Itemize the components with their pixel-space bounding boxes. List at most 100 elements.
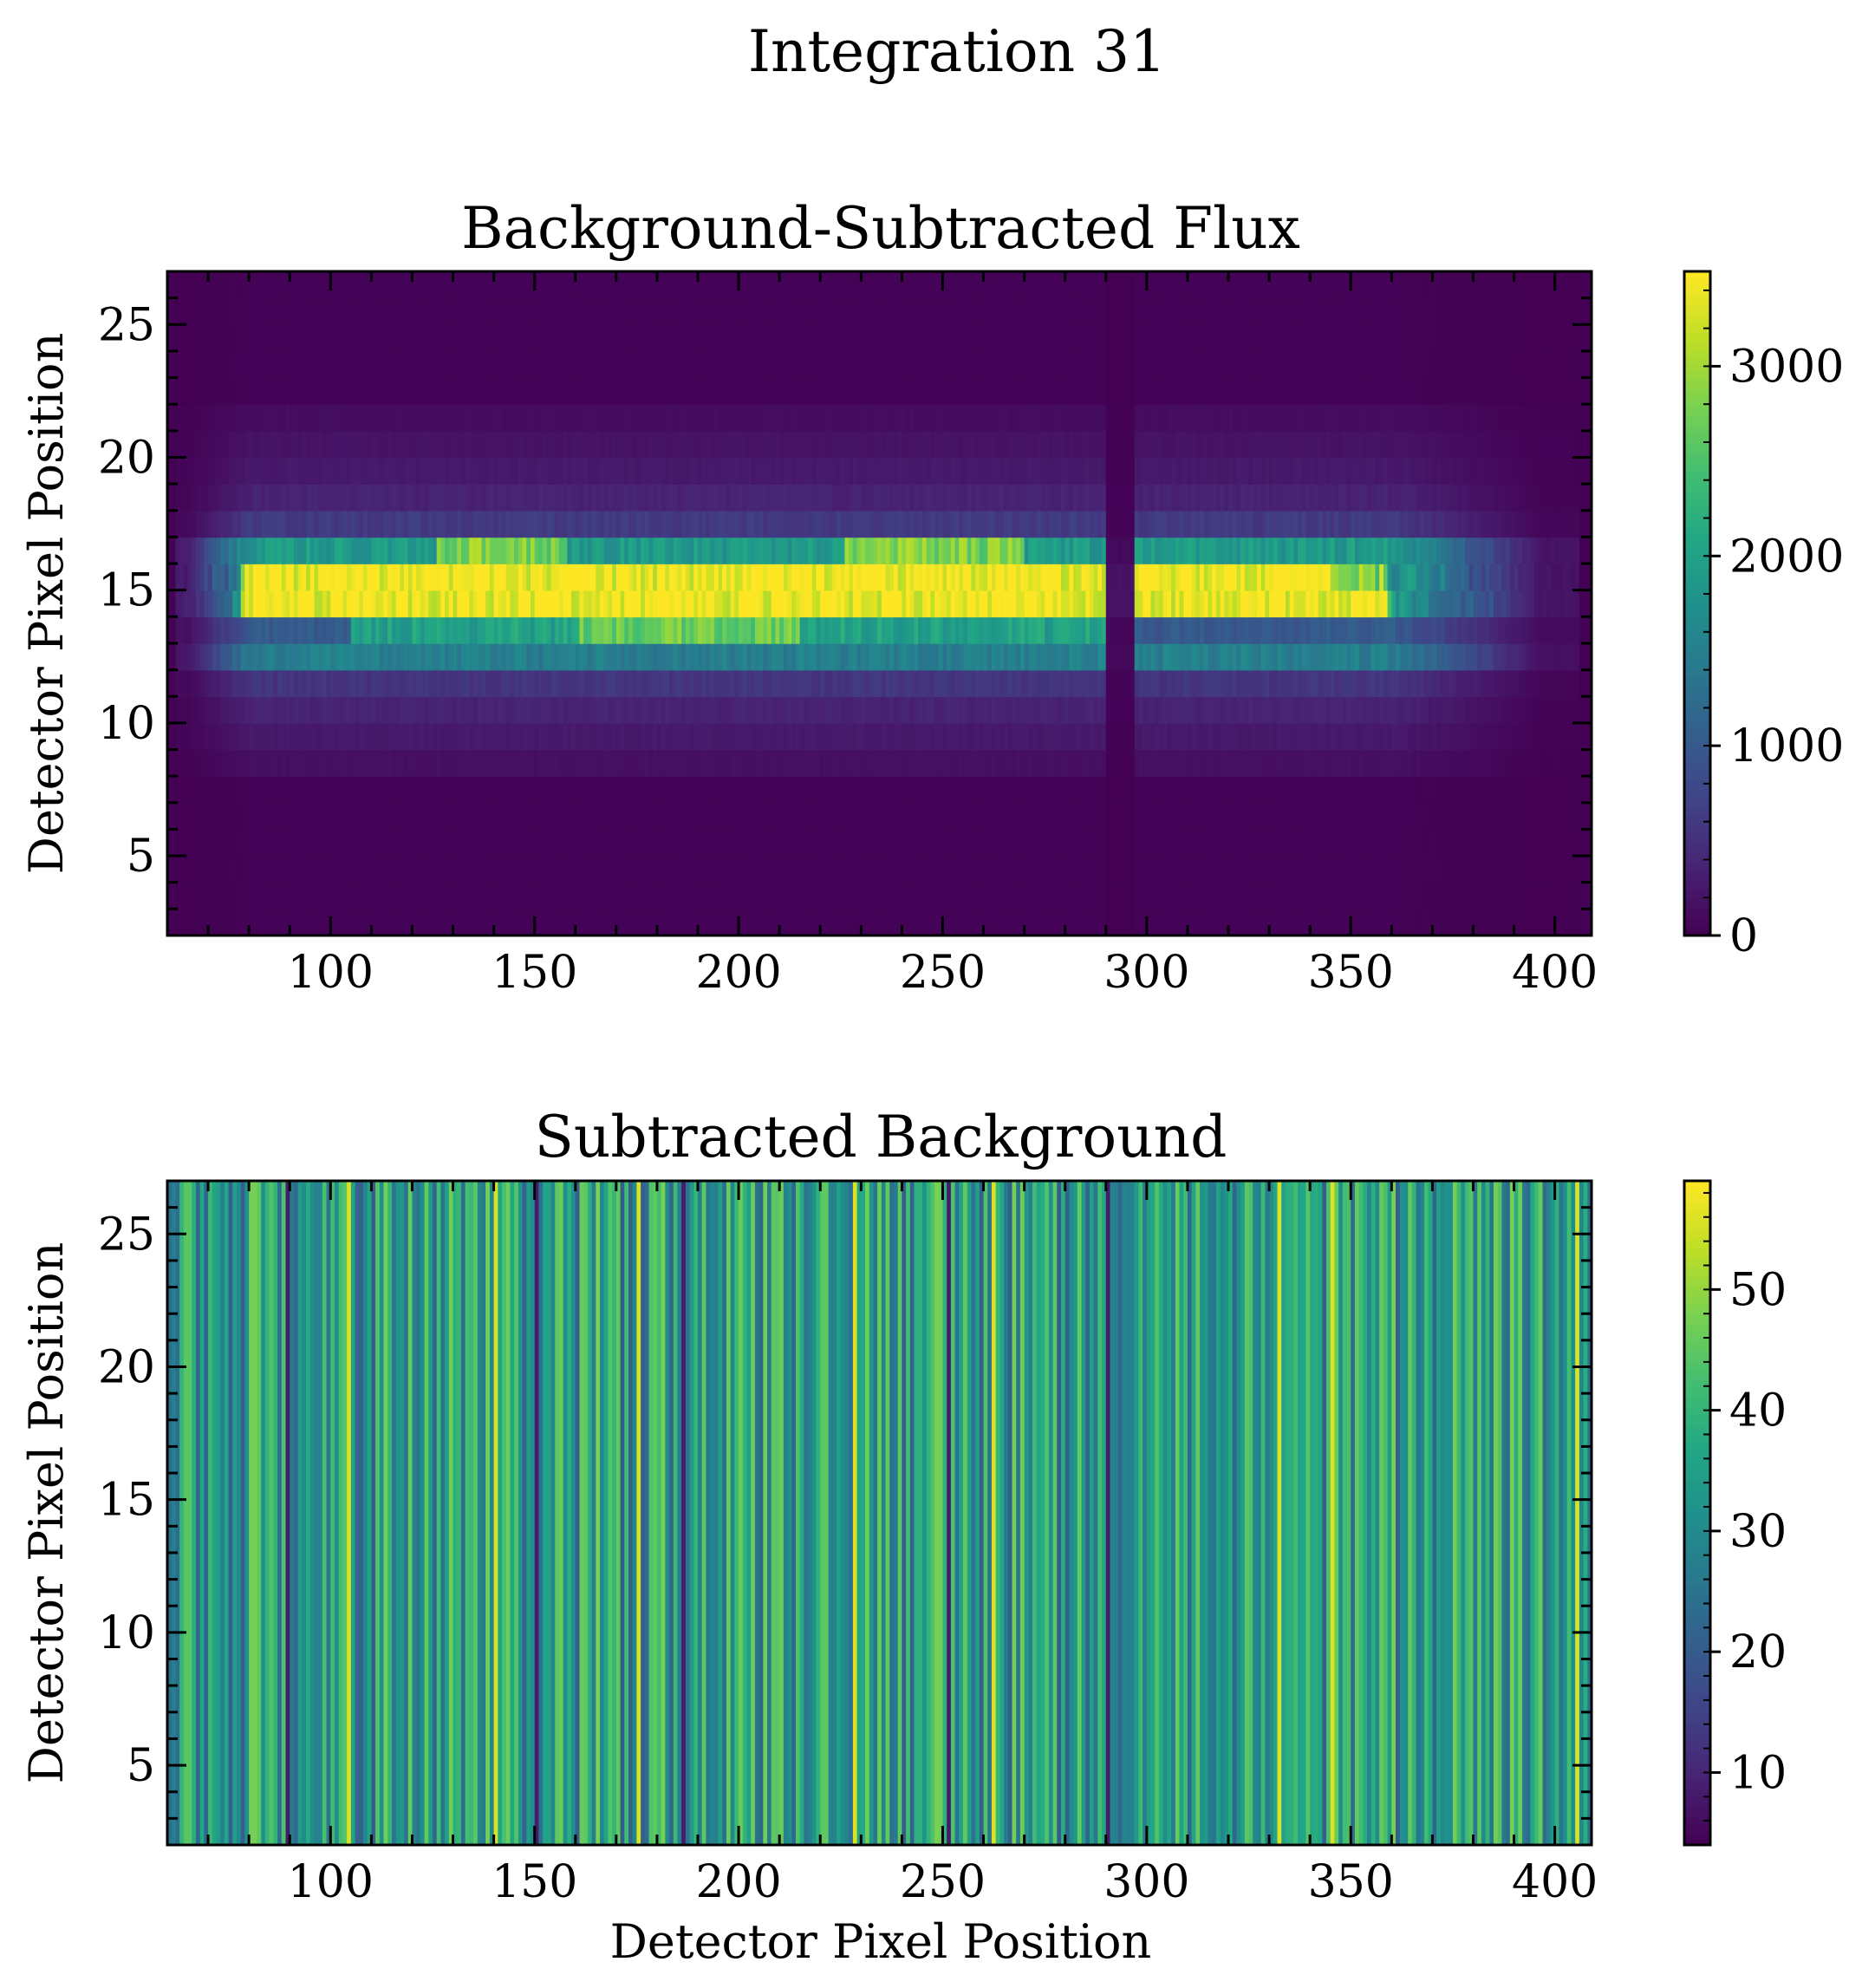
heatmap-cell [824,722,830,751]
heatmap-cell [967,616,973,644]
heatmap-cell [963,669,968,698]
heatmap-cell [783,882,789,910]
heatmap-cell [314,297,319,326]
heatmap-cell [673,749,679,777]
heatmap-cell [587,909,593,936]
heatmap-cell [546,722,552,751]
heatmap-cell [909,696,915,724]
heatmap-cell [510,802,515,831]
heatmap-cell [167,484,173,512]
heatmap-cell [505,324,511,352]
heatmap-cell [465,642,471,671]
heatmap-cell [452,616,459,644]
heatmap-cell [596,802,601,831]
heatmap-cell [612,484,617,512]
heatmap-cell [314,669,319,698]
heatmap-cell [477,297,483,326]
heatmap-cell [661,510,667,538]
heatmap-cell [167,856,173,883]
heatmap-cell [518,271,524,299]
heatmap-cell [277,696,283,724]
heatmap-cell [722,642,727,671]
heatmap-cell [820,776,825,804]
heatmap-cell [746,749,752,777]
heatmap-cell [473,377,479,405]
heatmap-cell [465,510,471,538]
heatmap-cell [583,510,589,538]
heatmap-cell [481,856,487,883]
heatmap-cell [624,430,629,459]
heatmap-cell [930,776,935,804]
heatmap-cell [914,776,920,804]
heatmap-cell [179,564,185,591]
heatmap-cell [739,564,744,591]
heatmap-cell [710,749,715,777]
heatmap-cell [290,350,295,379]
heatmap-cell [526,829,531,857]
heatmap-cell [808,856,813,883]
heatmap-cell [583,430,589,459]
heatmap-cell [306,404,311,432]
heatmap-cell [326,776,332,804]
heatmap-cell [934,909,940,936]
heatmap-cell [175,722,180,751]
heatmap-cell [963,484,968,512]
heatmap-cell [481,271,487,299]
heatmap-cell [387,271,393,299]
heatmap-cell [269,537,275,564]
heatmap-cell [963,616,968,644]
heatmap-cell [620,642,626,671]
heatmap-cell [555,430,560,459]
heatmap-cell [433,484,438,512]
heatmap-cell [362,616,368,644]
heatmap-cell [498,484,503,512]
heatmap-cell [546,430,552,459]
heatmap-cell [395,909,401,936]
heatmap-cell [713,537,719,564]
heatmap-cell [632,669,638,698]
heatmap-cell [950,430,956,459]
heatmap-cell [722,829,727,857]
heatmap-cell [555,537,560,564]
heatmap-cell [240,669,246,698]
heatmap-cell [934,271,940,299]
heatmap-cell [673,882,679,910]
heatmap-cell [685,616,691,644]
heatmap-cell [460,350,466,379]
heatmap-cell [791,909,797,936]
heatmap-cell [457,457,462,485]
heatmap-cell [510,616,515,644]
heatmap-cell [252,564,258,591]
heatmap-cell [237,404,242,432]
heatmap-cell [959,297,964,326]
heatmap-cell [335,669,340,698]
heatmap-cell [452,722,459,751]
heatmap-cell [424,882,430,910]
heatmap-cell [322,297,328,326]
heatmap-cell [558,350,564,379]
heatmap-cell [220,484,225,512]
heatmap-cell [767,776,772,804]
heatmap-cell [261,297,266,326]
heatmap-cell [624,776,629,804]
heatmap-cell [359,642,364,671]
heatmap-cell [342,297,348,326]
heatmap-cell [893,350,899,379]
heatmap-cell [734,802,739,831]
heatmap-cell [877,510,882,538]
heatmap-cell [249,616,254,644]
heatmap-cell [701,696,707,724]
heatmap-cell [873,377,878,405]
heatmap-cell [628,377,634,405]
heatmap-cell [171,882,177,910]
heatmap-cell [636,590,641,618]
heatmap-cell [856,909,863,936]
heatmap-cell [416,404,421,432]
heatmap-cell [828,722,834,751]
heatmap-cell [460,882,466,910]
heatmap-cell [787,510,793,538]
heatmap-cell [375,377,381,405]
heatmap-cell [828,510,834,538]
heatmap-cell [873,537,878,564]
heatmap-cell [718,564,724,591]
